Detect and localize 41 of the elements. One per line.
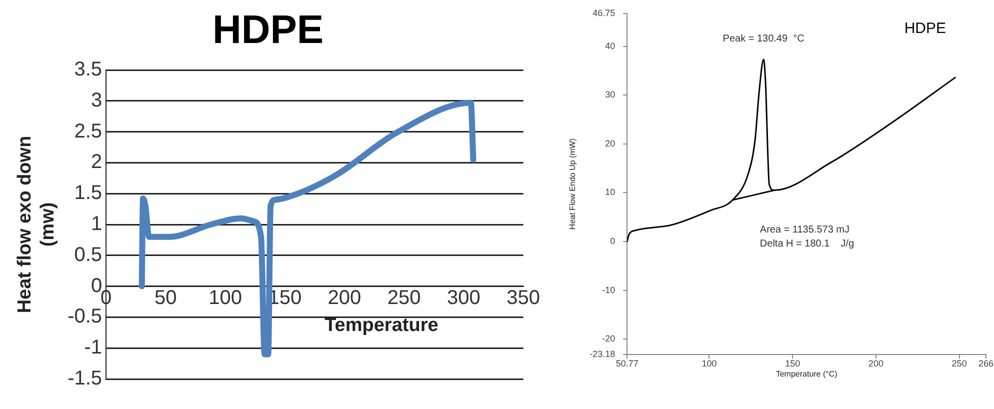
x-tick-label: 250 [387,286,421,309]
y-tick-label: -1 [84,336,102,359]
y-axis-title: Heat flow exo down (mw) [14,136,58,314]
y-tick-label: -0.5 [68,306,102,328]
x-tick-label: 200 [868,358,884,368]
y-tick-label: 1 [90,213,102,236]
annotation: Peak = 130.49 °C [722,33,804,44]
y-tick-label: 40 [605,40,616,51]
chart-title: HDPE [212,8,324,52]
y-tick-label: 46.75 [592,8,616,18]
x-tick-label: 266 [978,358,994,368]
y-tick-label: 0 [610,236,616,246]
y-axis-title: Heat Flow Endo Up (mW) [568,138,578,230]
x-tick-label: 50.77 [616,358,638,368]
annotation: Area = 1135.573 mJ [760,224,850,236]
x-tick-label: 100 [208,286,242,309]
x-tick-label: 150 [268,286,302,309]
y-tick-label: -20 [602,334,616,344]
x-tick-label: 150 [785,358,800,368]
y-tick-label: 30 [605,90,616,100]
y-tick-label: 3 [90,89,102,112]
x-axis-title: Temperature (°C) [776,369,838,378]
x-tick-label: 200 [328,286,362,309]
annotation: Delta H = 180.1 J/g [760,238,854,250]
x-tick-label: 250 [952,358,967,368]
x-tick-label: 300 [447,286,480,309]
y-tick-label: -1.5 [68,368,102,390]
y-tick-label: 2 [90,151,102,174]
x-axis-title: Temperature [324,315,438,336]
x-tick-label: 350 [506,286,540,309]
y-tick-label: -23.18 [590,349,616,360]
y-tick-label: -10 [602,284,616,295]
y-tick-label: 3.5 [74,58,102,81]
text: HDPE [904,20,946,38]
y-tick-label: 2.5 [74,120,102,142]
y-tick-label: 10 [605,187,616,198]
y-tick-label: 1.5 [74,182,102,204]
x-tick-label: 50 [154,286,177,309]
y-tick-label: 0.5 [74,244,102,266]
y-tick-label: 20 [605,138,616,148]
x-tick-label: 100 [702,358,717,368]
